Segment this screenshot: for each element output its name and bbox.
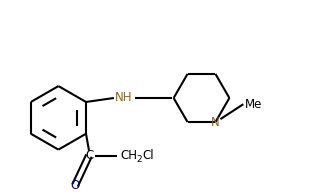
Text: CH: CH: [120, 149, 137, 162]
Text: O: O: [71, 179, 80, 192]
Text: 2: 2: [136, 155, 142, 164]
Text: Cl: Cl: [142, 149, 154, 162]
Text: NH: NH: [115, 91, 132, 105]
Text: N: N: [211, 116, 220, 129]
Text: C: C: [85, 149, 93, 162]
Text: Me: Me: [244, 98, 262, 111]
